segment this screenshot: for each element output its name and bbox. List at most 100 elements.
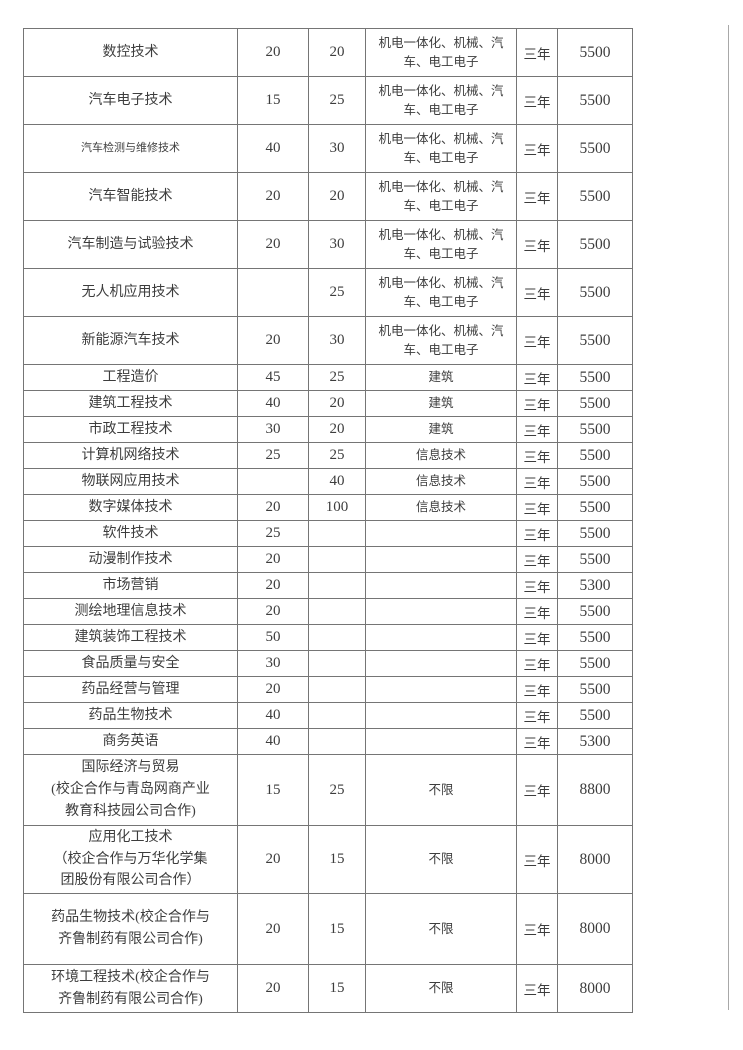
table-row: 商务英语 40 三年 5300 xyxy=(23,728,633,755)
duration-cell: 三年 xyxy=(516,546,558,573)
table-row: 动漫制作技术 20 三年 5500 xyxy=(23,546,633,573)
major-name-cell: 汽车检测与维修技术 xyxy=(23,124,238,173)
plan-count-1-cell: 15 xyxy=(237,754,309,826)
subject-category-cell: 不限 xyxy=(365,964,517,1014)
plan-count-1-cell: 50 xyxy=(237,624,309,651)
duration-cell: 三年 xyxy=(516,728,558,755)
table-row: 市场营销 20 三年 5300 xyxy=(23,572,633,599)
table-row: 国际经济与贸易 (校企合作与青岛网商产业 教育科技园公司合作) 15 25 不限 三年 8… xyxy=(23,754,633,826)
duration-cell: 三年 xyxy=(516,754,558,826)
subject-category-cell xyxy=(365,572,517,599)
plan-count-2-cell: 15 xyxy=(308,824,366,895)
plan-count-2-cell xyxy=(308,520,366,547)
tuition-cell: 5500 xyxy=(557,676,633,703)
table-row: 数字媒体技术 20 100 信息技术 三年 5500 xyxy=(23,494,633,521)
duration-cell: 三年 xyxy=(516,650,558,677)
table-row: 药品生物技术(校企合作与 齐鲁制药有限公司合作) 20 15 不限 三年 8000 xyxy=(23,893,633,966)
duration-cell: 三年 xyxy=(516,416,558,443)
major-name-cell: 市政工程技术 xyxy=(23,416,238,443)
subject-category-cell: 不限 xyxy=(365,893,517,966)
major-name-cell: 应用化工技术 （校企合作与万华化学集 团股份有限公司合作） xyxy=(23,824,238,895)
major-name-cell: 药品生物技术 xyxy=(23,702,238,729)
subject-category-cell xyxy=(365,546,517,573)
subject-category-cell: 机电一体化、机械、汽车、电工电子 xyxy=(365,316,517,365)
major-name-cell: 食品质量与安全 xyxy=(23,650,238,677)
plan-count-1-cell: 20 xyxy=(237,494,309,521)
plan-count-1-cell xyxy=(237,268,309,317)
table-row: 工程造价 45 25 建筑 三年 5500 xyxy=(23,364,633,391)
table-row: 物联网应用技术 40 信息技术 三年 5500 xyxy=(23,468,633,495)
table-row: 市政工程技术 30 20 建筑 三年 5500 xyxy=(23,416,633,443)
tuition-cell: 5500 xyxy=(557,468,633,495)
subject-category-cell: 机电一体化、机械、汽车、电工电子 xyxy=(365,28,517,77)
major-name-cell: 汽车制造与试验技术 xyxy=(23,220,238,269)
plan-count-1-cell: 20 xyxy=(237,893,309,966)
duration-cell: 三年 xyxy=(516,442,558,469)
duration-cell: 三年 xyxy=(516,702,558,729)
plan-count-1-cell: 20 xyxy=(237,824,309,895)
major-name-cell: 环境工程技术(校企合作与 齐鲁制药有限公司合作) xyxy=(23,964,238,1014)
subject-category-cell: 信息技术 xyxy=(365,442,517,469)
plan-count-2-cell: 25 xyxy=(308,442,366,469)
tuition-cell: 8000 xyxy=(557,893,633,966)
tuition-cell: 5500 xyxy=(557,442,633,469)
duration-cell: 三年 xyxy=(516,220,558,269)
plan-count-1-cell: 20 xyxy=(237,172,309,221)
tuition-cell: 5500 xyxy=(557,172,633,221)
subject-category-cell xyxy=(365,624,517,651)
plan-count-2-cell xyxy=(308,650,366,677)
plan-count-1-cell: 40 xyxy=(237,702,309,729)
major-name-cell: 商务英语 xyxy=(23,728,238,755)
table-row: 环境工程技术(校企合作与 齐鲁制药有限公司合作) 20 15 不限 三年 8000 xyxy=(23,964,633,1014)
plan-count-2-cell: 20 xyxy=(308,172,366,221)
duration-cell: 三年 xyxy=(516,28,558,77)
major-name-cell: 计算机网络技术 xyxy=(23,442,238,469)
major-name-cell: 市场营销 xyxy=(23,572,238,599)
tuition-cell: 5500 xyxy=(557,390,633,417)
tuition-cell: 5500 xyxy=(557,520,633,547)
tuition-cell: 5500 xyxy=(557,364,633,391)
plan-count-2-cell: 100 xyxy=(308,494,366,521)
major-name-cell: 药品生物技术(校企合作与 齐鲁制药有限公司合作) xyxy=(23,893,238,966)
tuition-cell: 5500 xyxy=(557,76,633,125)
plan-count-2-cell: 20 xyxy=(308,28,366,77)
tuition-cell: 5500 xyxy=(557,268,633,317)
admission-plan-table: 数控技术 20 20 机电一体化、机械、汽车、电工电子 三年 5500 汽车电子技术 15 25… xyxy=(23,28,633,1014)
plan-count-2-cell: 15 xyxy=(308,893,366,966)
major-name-cell: 新能源汽车技术 xyxy=(23,316,238,365)
plan-count-2-cell: 40 xyxy=(308,468,366,495)
table-row: 药品生物技术 40 三年 5500 xyxy=(23,702,633,729)
plan-count-1-cell: 30 xyxy=(237,416,309,443)
table-row: 软件技术 25 三年 5500 xyxy=(23,520,633,547)
subject-category-cell xyxy=(365,598,517,625)
tuition-cell: 5500 xyxy=(557,546,633,573)
subject-category-cell: 机电一体化、机械、汽车、电工电子 xyxy=(365,268,517,317)
plan-count-1-cell: 20 xyxy=(237,572,309,599)
major-name-cell: 软件技术 xyxy=(23,520,238,547)
plan-count-2-cell: 20 xyxy=(308,416,366,443)
table-row: 应用化工技术 （校企合作与万华化学集 团股份有限公司合作） 20 15 不限 三年 800… xyxy=(23,824,633,895)
table-row: 建筑工程技术 40 20 建筑 三年 5500 xyxy=(23,390,633,417)
plan-count-2-cell: 25 xyxy=(308,364,366,391)
table-row: 测绘地理信息技术 20 三年 5500 xyxy=(23,598,633,625)
table-row: 无人机应用技术 25 机电一体化、机械、汽车、电工电子 三年 5500 xyxy=(23,268,633,317)
duration-cell: 三年 xyxy=(516,893,558,966)
major-name-cell: 药品经营与管理 xyxy=(23,676,238,703)
table-row: 建筑装饰工程技术 50 三年 5500 xyxy=(23,624,633,651)
table-row: 汽车电子技术 15 25 机电一体化、机械、汽车、电工电子 三年 5500 xyxy=(23,76,633,125)
plan-count-2-cell: 25 xyxy=(308,268,366,317)
plan-count-2-cell xyxy=(308,728,366,755)
table-body: 数控技术 20 20 机电一体化、机械、汽车、电工电子 三年 5500 汽车电子技术 15 25… xyxy=(23,28,633,1014)
plan-count-2-cell xyxy=(308,676,366,703)
major-name-cell: 无人机应用技术 xyxy=(23,268,238,317)
plan-count-1-cell: 20 xyxy=(237,316,309,365)
duration-cell: 三年 xyxy=(516,824,558,895)
plan-count-2-cell xyxy=(308,702,366,729)
plan-count-2-cell: 30 xyxy=(308,316,366,365)
major-name-cell: 建筑工程技术 xyxy=(23,390,238,417)
subject-category-cell xyxy=(365,676,517,703)
table-row: 食品质量与安全 30 三年 5500 xyxy=(23,650,633,677)
duration-cell: 三年 xyxy=(516,520,558,547)
plan-count-1-cell: 20 xyxy=(237,598,309,625)
